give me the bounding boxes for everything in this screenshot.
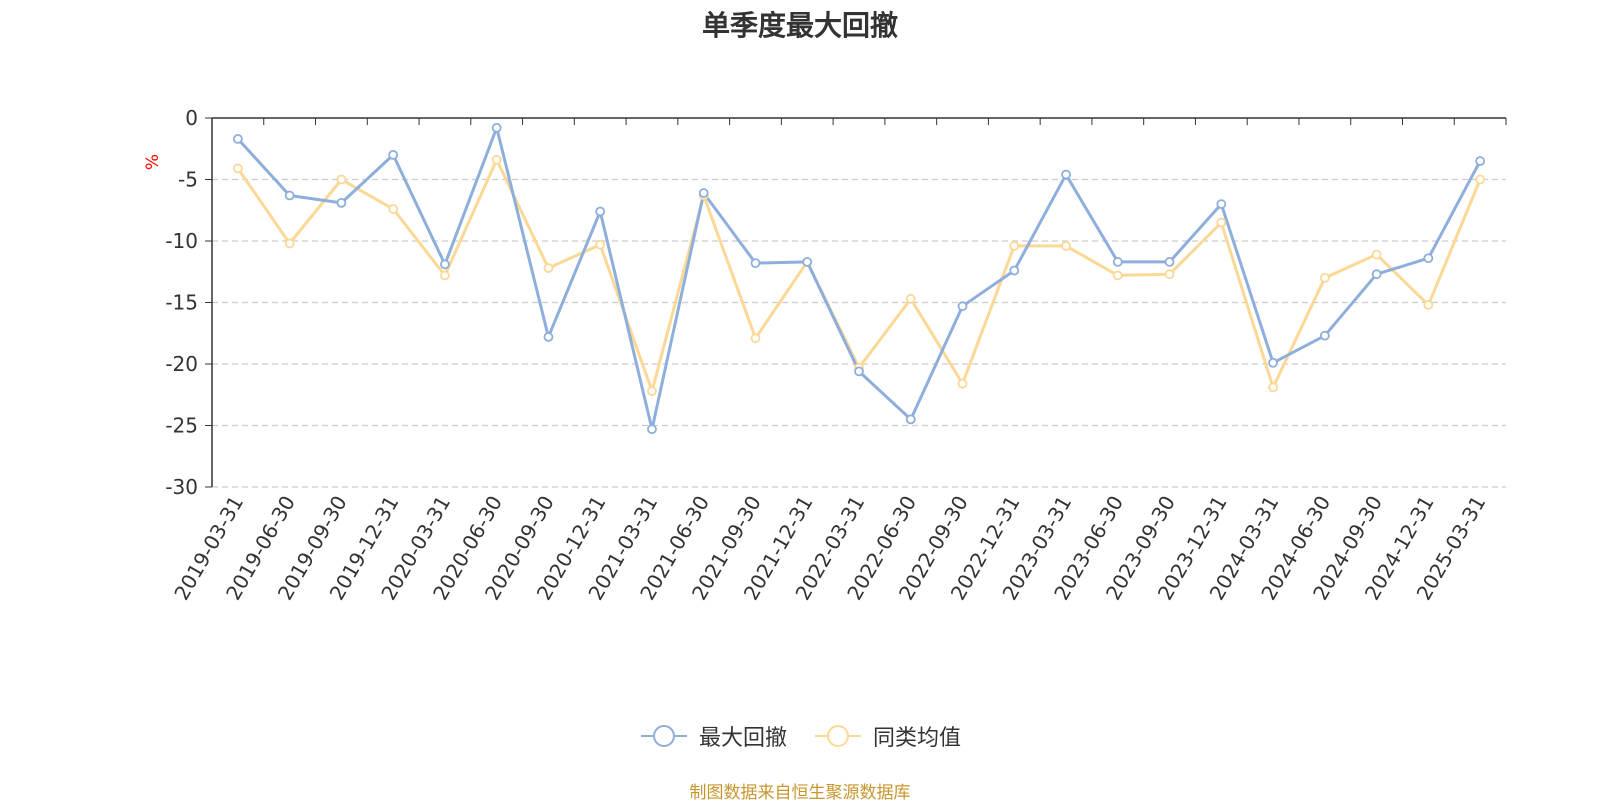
series-1-point: [232, 134, 243, 144]
series-2-point: [336, 174, 347, 185]
y-tick-label: -30: [165, 475, 198, 499]
series-2-point: [1475, 174, 1486, 185]
series-2-point: [1164, 269, 1175, 280]
series-layer: [232, 122, 1486, 435]
series-1-point: [284, 190, 295, 201]
series-1-point: [802, 257, 813, 267]
series-2-point: [1371, 249, 1382, 260]
series-2-point: [284, 238, 295, 249]
series-2-point: [543, 263, 554, 273]
legend-marker-series-2: [815, 725, 861, 747]
series-2-point: [905, 293, 916, 304]
series-1-point: [543, 332, 554, 342]
series-1-point: [957, 301, 968, 312]
series-1-point: [698, 188, 709, 198]
series-1-point: [750, 258, 761, 269]
source-note: 制图数据来自恒生聚源数据库: [689, 783, 911, 803]
series-1-point: [1268, 357, 1278, 368]
series-line-2: [236, 158, 1482, 393]
y-tick-label: -5: [178, 168, 198, 192]
y-axis-unit-label: %: [143, 154, 163, 170]
series-1-point: [1371, 269, 1382, 280]
series-2-point: [1319, 272, 1330, 283]
series-line-1: [236, 126, 1482, 431]
series-1-point: [1475, 156, 1486, 166]
series-1-point: [336, 197, 347, 208]
y-tick-label: -10: [165, 229, 198, 253]
y-tick-label: 0: [185, 106, 198, 130]
series-1-point: [1164, 257, 1175, 267]
series-2-point: [440, 270, 450, 281]
series-2-point: [388, 204, 399, 214]
legend-marker-series-1: [640, 725, 687, 747]
series-2-point: [1268, 382, 1278, 393]
legend: 最大回撤 同类均值: [0, 720, 1600, 752]
series-2-point: [647, 386, 657, 396]
series-1-point: [595, 206, 606, 217]
y-tick-label: -15: [165, 291, 198, 315]
series-1-point: [491, 122, 502, 133]
legend-item-series-2[interactable]: 同类均值: [813, 720, 961, 752]
series-2-point: [1423, 300, 1434, 310]
series-1-point: [1319, 330, 1330, 341]
legend-label-series-2: 同类均值: [873, 726, 962, 751]
series-2-point: [1112, 270, 1123, 281]
series-2-point: [957, 378, 968, 389]
chart-title: 单季度最大回撤: [701, 9, 898, 42]
series-1-point: [388, 149, 399, 160]
legend-label-series-1: 最大回撤: [698, 726, 787, 751]
series-1-point: [647, 424, 657, 435]
y-tick-label: -20: [165, 352, 198, 376]
grid-layer: [212, 178, 1506, 488]
legend-item-series-1[interactable]: 最大回撤: [639, 720, 787, 752]
series-1-point: [1061, 169, 1071, 180]
series-2-point: [750, 333, 761, 344]
series-2-point: [1061, 241, 1071, 251]
series-2-point: [491, 154, 502, 165]
series-1-point: [905, 414, 916, 425]
series-2-point: [1216, 217, 1227, 228]
series-1-point: [440, 259, 450, 270]
series-1-point: [1112, 257, 1123, 267]
series-1-point: [1216, 199, 1227, 210]
series-1-point: [1009, 265, 1020, 276]
series-2-point: [1009, 241, 1020, 251]
y-tick-label: -25: [165, 414, 198, 438]
series-1-point: [854, 366, 864, 377]
series-2-point: [595, 239, 606, 250]
series-2-point: [232, 163, 243, 174]
series-1-point: [1423, 253, 1434, 264]
